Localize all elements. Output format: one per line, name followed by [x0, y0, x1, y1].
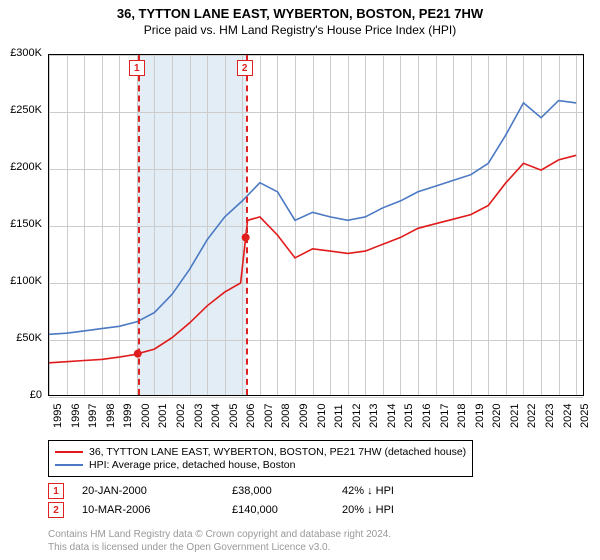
x-axis-label: 2005: [228, 404, 240, 428]
event-marker: 2: [48, 502, 64, 518]
event-date: 20-JAN-2000: [82, 485, 232, 497]
y-axis-label: £150K: [0, 218, 42, 230]
x-axis-label: 2001: [157, 404, 169, 428]
event-line: [138, 55, 140, 395]
x-axis-label: 2019: [474, 404, 486, 428]
x-axis-label: 2009: [298, 404, 310, 428]
x-axis-label: 2016: [421, 404, 433, 428]
licence-line-1: Contains HM Land Registry data © Crown c…: [48, 528, 391, 541]
event-table: 1 20-JAN-2000£38,00042% ↓ HPI 2 10-MAR-2006…: [48, 480, 462, 521]
legend-box: 36, TYTTON LANE EAST, WYBERTON, BOSTON, …: [48, 440, 473, 477]
event-marker: 1: [129, 60, 145, 76]
x-axis-label: 2013: [368, 404, 380, 428]
y-axis-label: £250K: [0, 104, 42, 116]
x-axis-label: 2017: [439, 404, 451, 428]
x-axis-label: 2023: [544, 404, 556, 428]
legend-label-hpi: HPI: Average price, detached house, Bost…: [89, 459, 295, 471]
legend-label-property: 36, TYTTON LANE EAST, WYBERTON, BOSTON, …: [89, 446, 466, 458]
y-axis-label: £100K: [0, 275, 42, 287]
event-marker: 1: [48, 483, 64, 499]
x-axis-label: 2018: [456, 404, 468, 428]
x-axis-label: 2021: [509, 404, 521, 428]
event-table-row: 2 10-MAR-2006£140,00020% ↓ HPI: [48, 502, 462, 518]
x-axis-label: 1996: [70, 404, 82, 428]
x-axis-label: 2014: [386, 404, 398, 428]
x-axis-label: 1998: [105, 404, 117, 428]
x-axis-label: 2002: [175, 404, 187, 428]
x-axis-label: 1999: [122, 404, 134, 428]
x-axis-label: 1995: [52, 404, 64, 428]
y-axis-label: £0: [0, 389, 42, 401]
event-line: [246, 55, 248, 395]
x-axis-label: 2008: [280, 404, 292, 428]
x-axis-label: 2012: [351, 404, 363, 428]
plot-area: [48, 54, 584, 396]
x-axis-label: 2020: [491, 404, 503, 428]
event-price: £38,000: [232, 485, 342, 497]
x-axis-label: 2003: [193, 404, 205, 428]
event-marker: 2: [237, 60, 253, 76]
series-hpi-line: [49, 101, 576, 335]
event-price: £140,000: [232, 504, 342, 516]
chart-svg: [49, 55, 585, 397]
x-axis-label: 2022: [526, 404, 538, 428]
event-pct: 42% ↓ HPI: [342, 485, 462, 497]
x-axis-label: 2015: [403, 404, 415, 428]
y-axis-label: £50K: [0, 332, 42, 344]
x-axis-label: 2007: [263, 404, 275, 428]
y-axis-label: £200K: [0, 161, 42, 173]
x-axis-label: 2025: [579, 404, 591, 428]
x-axis-label: 1997: [87, 404, 99, 428]
x-axis-label: 2006: [245, 404, 257, 428]
chart-container: 36, TYTTON LANE EAST, WYBERTON, BOSTON, …: [0, 0, 600, 560]
event-date: 10-MAR-2006: [82, 504, 232, 516]
licence-line-2: This data is licensed under the Open Gov…: [48, 541, 391, 554]
x-axis-label: 2024: [562, 404, 574, 428]
legend-row-property: 36, TYTTON LANE EAST, WYBERTON, BOSTON, …: [55, 446, 466, 458]
x-axis-label: 2000: [140, 404, 152, 428]
legend-swatch-hpi: [55, 464, 83, 466]
chart-subtitle: Price paid vs. HM Land Registry's House …: [0, 23, 600, 37]
x-axis-label: 2004: [210, 404, 222, 428]
y-axis-label: £300K: [0, 47, 42, 59]
chart-title: 36, TYTTON LANE EAST, WYBERTON, BOSTON, …: [0, 6, 600, 21]
event-table-row: 1 20-JAN-2000£38,00042% ↓ HPI: [48, 483, 462, 499]
x-axis-label: 2011: [333, 404, 345, 428]
title-block: 36, TYTTON LANE EAST, WYBERTON, BOSTON, …: [0, 0, 600, 37]
gridline-h: [49, 397, 583, 398]
x-axis-label: 2010: [316, 404, 328, 428]
event-pct: 20% ↓ HPI: [342, 504, 462, 516]
legend-swatch-property: [55, 451, 83, 453]
series-property-line: [49, 155, 576, 362]
licence-text: Contains HM Land Registry data © Crown c…: [48, 528, 391, 554]
legend-row-hpi: HPI: Average price, detached house, Bost…: [55, 459, 466, 471]
